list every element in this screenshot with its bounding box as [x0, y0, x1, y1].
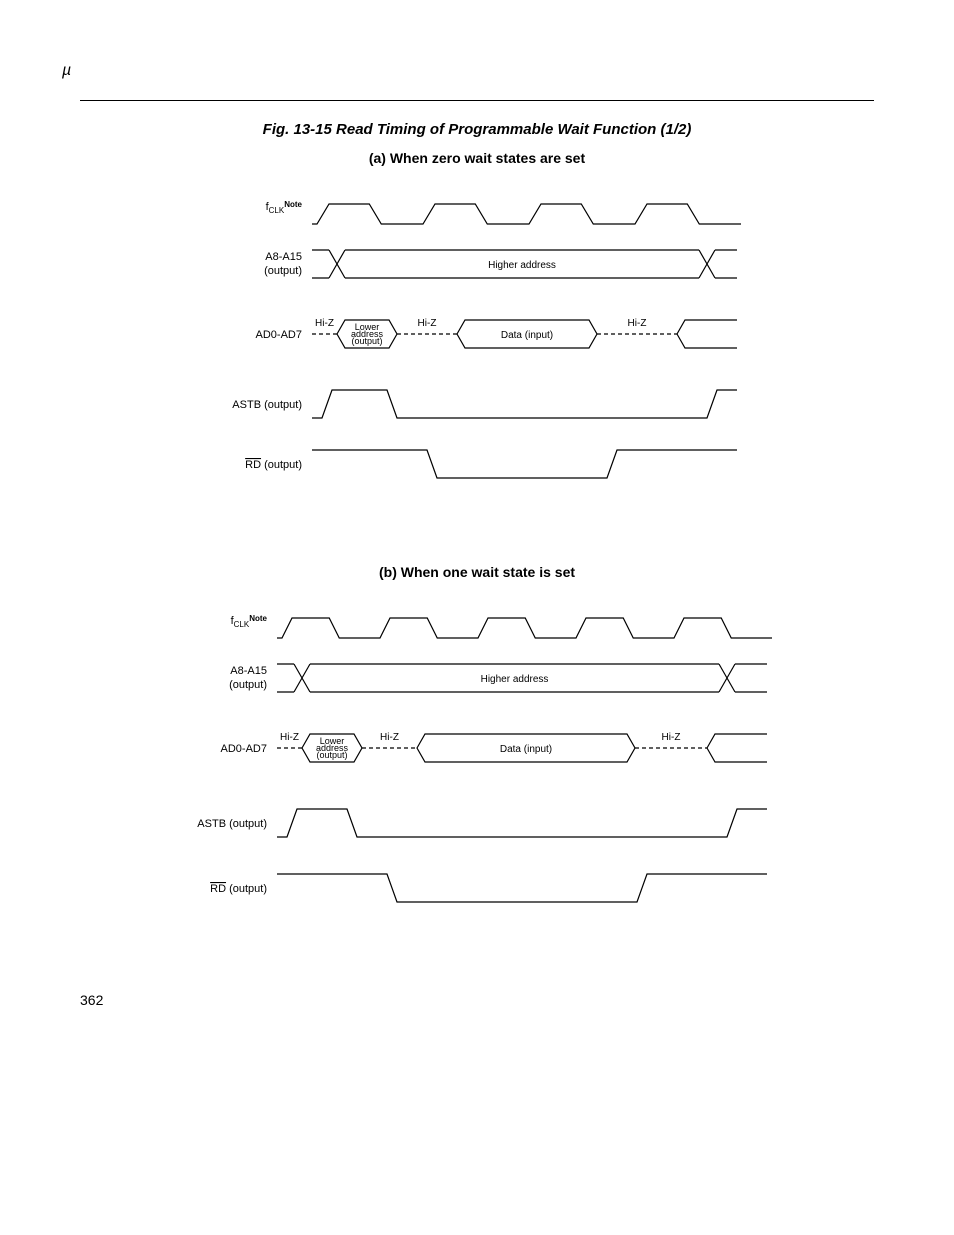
svg-text:AD0-AD7: AD0-AD7	[221, 743, 267, 755]
svg-text:Data (input): Data (input)	[500, 744, 552, 755]
section-b-title: (b) When one wait state is set	[80, 564, 874, 580]
timing-diagram-b: fCLKNote A8-A15 (output) Higher address AD0-…	[137, 588, 817, 958]
figure-title: Fig. 13-15 Read Timing of Programmable W…	[80, 121, 874, 138]
svg-text:Higher address: Higher address	[488, 260, 556, 271]
page: µ Fig. 13-15 Read Timing of Programmable…	[0, 0, 954, 1048]
svg-text:ASTB (output): ASTB (output)	[197, 818, 267, 830]
svg-text:Hi-Z: Hi-Z	[418, 318, 437, 329]
svg-text:Hi-Z: Hi-Z	[280, 732, 299, 743]
svg-text:Hi-Z: Hi-Z	[628, 318, 647, 329]
svg-text:Hi-Z: Hi-Z	[315, 318, 334, 329]
svg-text:ASTB (output): ASTB (output)	[232, 399, 302, 411]
svg-text:Hi-Z: Hi-Z	[380, 732, 399, 743]
svg-text:Higher address: Higher address	[481, 674, 549, 685]
mu-symbol: µ	[62, 62, 71, 80]
page-number: 362	[80, 992, 103, 1008]
timing-diagram-a: fCLKNote A8-A15 (output) Higher address AD0-…	[167, 174, 787, 534]
svg-text:(output): (output)	[316, 750, 347, 760]
svg-text:RD (output): RD (output)	[245, 459, 302, 471]
svg-text:AD0-AD7: AD0-AD7	[256, 329, 302, 341]
svg-text:RD (output): RD (output)	[210, 883, 267, 895]
svg-text:fCLKNote: fCLKNote	[266, 200, 303, 215]
svg-text:A8-A15: A8-A15	[230, 665, 267, 677]
svg-text:Hi-Z: Hi-Z	[662, 732, 681, 743]
svg-text:(output): (output)	[351, 336, 382, 346]
svg-text:(output): (output)	[229, 679, 267, 691]
svg-text:Data (input): Data (input)	[501, 330, 553, 341]
header-rule	[80, 100, 874, 101]
svg-text:(output): (output)	[264, 265, 302, 277]
svg-text:A8-A15: A8-A15	[265, 251, 302, 263]
svg-text:fCLKNote: fCLKNote	[231, 614, 268, 629]
section-a-title: (a) When zero wait states are set	[80, 150, 874, 166]
